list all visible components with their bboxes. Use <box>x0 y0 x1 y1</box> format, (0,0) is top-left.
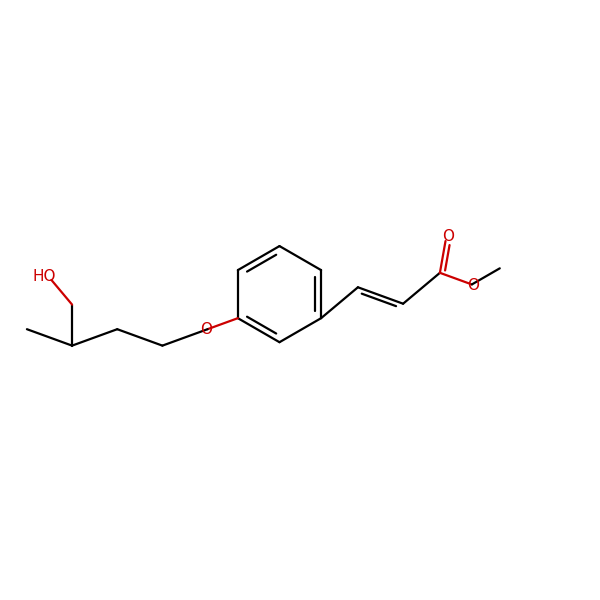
Text: HO: HO <box>32 269 56 284</box>
Text: O: O <box>442 229 454 244</box>
Text: O: O <box>200 322 212 337</box>
Text: O: O <box>467 278 479 293</box>
